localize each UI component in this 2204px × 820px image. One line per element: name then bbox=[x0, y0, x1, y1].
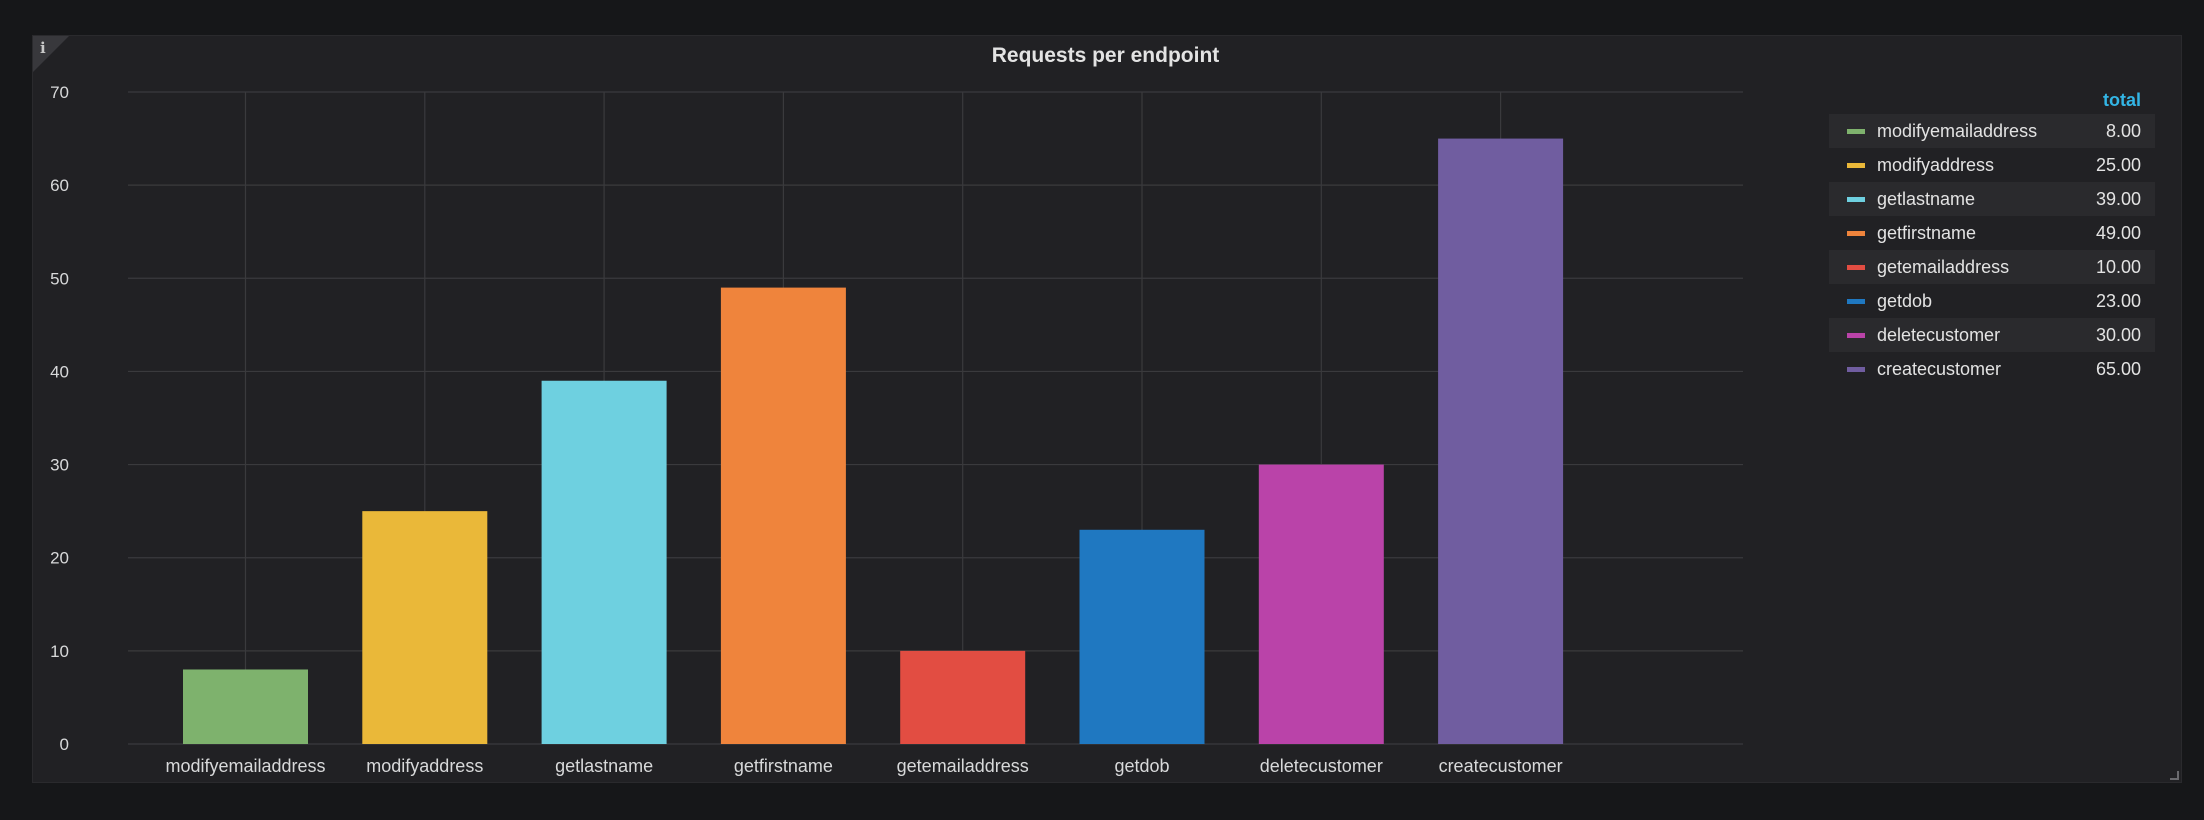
legend-item-modifyaddress[interactable]: modifyaddress 25.00 bbox=[1829, 148, 2155, 182]
legend-header-total[interactable]: total bbox=[2103, 90, 2141, 110]
legend-swatch[interactable] bbox=[1847, 367, 1865, 372]
bar-createcustomer[interactable] bbox=[1438, 138, 1564, 745]
legend-swatch[interactable] bbox=[1847, 197, 1865, 202]
x-tick-label: deletecustomer bbox=[1260, 756, 1383, 776]
legend-item-value: 8.00 bbox=[2105, 121, 2141, 141]
resize-handle[interactable] bbox=[2170, 771, 2179, 780]
legend-item-label[interactable]: getemailaddress bbox=[1877, 257, 2010, 277]
legend-item-value: 25.00 bbox=[2095, 155, 2141, 175]
y-axis-ticks: 0 10 20 30 40 50 60 70 bbox=[50, 83, 69, 754]
y-tick-label: 40 bbox=[50, 362, 69, 381]
x-tick-label: modifyemailaddress bbox=[165, 756, 325, 776]
info-corner[interactable] bbox=[33, 36, 69, 72]
legend-swatch[interactable] bbox=[1847, 163, 1865, 168]
bars bbox=[183, 138, 1564, 745]
y-tick-label: 60 bbox=[50, 176, 69, 195]
legend-item-createcustomer[interactable]: createcustomer 65.00 bbox=[1829, 352, 2155, 386]
legend-item-getemailaddress[interactable]: getemailaddress 10.00 bbox=[1829, 250, 2155, 284]
legend: total modifyemailaddress 8.00 modifyaddres… bbox=[1829, 86, 2155, 386]
legend-item-value: 23.00 bbox=[2095, 291, 2141, 311]
x-tick-label: createcustomer bbox=[1439, 756, 1563, 776]
y-tick-label: 30 bbox=[50, 456, 69, 475]
bar-getlastname[interactable] bbox=[541, 380, 667, 744]
x-tick-label: modifyaddress bbox=[366, 756, 483, 776]
legend-item-value: 10.00 bbox=[2095, 257, 2141, 277]
legend-swatch[interactable] bbox=[1847, 333, 1865, 338]
graph-panel: i Requests per endpoint 0 10 20 30 40 50 60 70 … bbox=[32, 35, 2182, 783]
x-tick-label: getfirstname bbox=[734, 756, 833, 776]
legend-rows: modifyemailaddress 8.00 modifyaddress 25.00… bbox=[1829, 114, 2155, 386]
legend-item-value: 49.00 bbox=[2095, 223, 2141, 243]
legend-item-value: 39.00 bbox=[2095, 189, 2141, 209]
x-tick-label: getdob bbox=[1114, 756, 1169, 776]
y-tick-label: 70 bbox=[50, 83, 69, 102]
legend-item-label[interactable]: deletecustomer bbox=[1877, 325, 2001, 345]
legend-swatch[interactable] bbox=[1847, 231, 1865, 236]
legend-item-label[interactable]: getfirstname bbox=[1877, 223, 1977, 243]
legend-item-label[interactable]: getlastname bbox=[1877, 189, 1976, 209]
legend-swatch[interactable] bbox=[1847, 265, 1865, 270]
info-icon[interactable]: i bbox=[40, 39, 46, 57]
legend-item-label[interactable]: modifyaddress bbox=[1877, 155, 1995, 175]
legend-swatch[interactable] bbox=[1847, 299, 1865, 304]
legend-item-label[interactable]: getdob bbox=[1877, 291, 1933, 311]
bar-deletecustomer[interactable] bbox=[1258, 464, 1384, 744]
bar-getemailaddress[interactable] bbox=[900, 650, 1026, 744]
legend-item-deletecustomer[interactable]: deletecustomer 30.00 bbox=[1829, 318, 2155, 352]
legend-swatch[interactable] bbox=[1847, 129, 1865, 134]
x-tick-label: getlastname bbox=[555, 756, 653, 776]
bar-getfirstname[interactable] bbox=[720, 287, 846, 744]
panel-title[interactable]: Requests per endpoint bbox=[991, 44, 1220, 67]
x-axis-ticks: modifyemailaddress modifyaddress getlastna… bbox=[165, 756, 1562, 776]
legend-item-getdob[interactable]: getdob 23.00 bbox=[1829, 284, 2155, 318]
y-tick-label: 50 bbox=[50, 269, 69, 288]
legend-item-value: 30.00 bbox=[2095, 325, 2141, 345]
bar-getdob[interactable] bbox=[1079, 529, 1205, 744]
legend-item-getfirstname[interactable]: getfirstname 49.00 bbox=[1829, 216, 2155, 250]
y-tick-label: 0 bbox=[60, 735, 69, 754]
legend-item-label[interactable]: createcustomer bbox=[1877, 359, 2002, 379]
y-tick-label: 20 bbox=[50, 549, 69, 568]
legend-item-value: 65.00 bbox=[2095, 359, 2141, 379]
legend-item-getlastname[interactable]: getlastname 39.00 bbox=[1829, 182, 2155, 216]
x-tick-label: getemailaddress bbox=[897, 756, 1029, 776]
bar-modifyemailaddress[interactable] bbox=[183, 669, 308, 744]
y-tick-label: 10 bbox=[50, 642, 69, 661]
legend-item-modifyemailaddress[interactable]: modifyemailaddress 8.00 bbox=[1829, 114, 2155, 148]
bar-modifyaddress[interactable] bbox=[362, 511, 488, 744]
legend-item-label[interactable]: modifyemailaddress bbox=[1877, 121, 2038, 141]
